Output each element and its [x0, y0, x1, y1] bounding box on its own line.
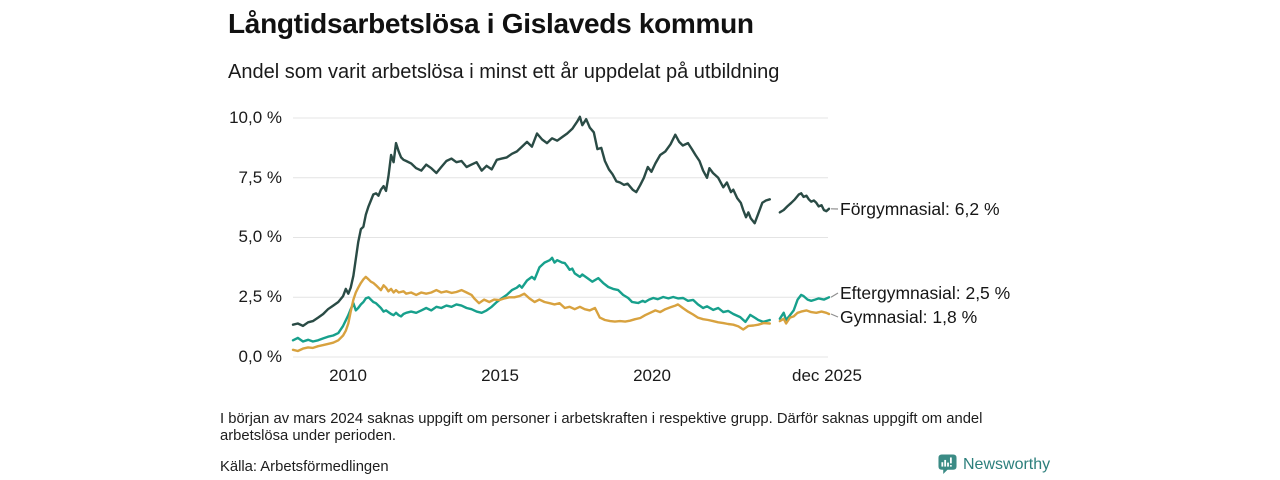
x-axis-tick-label: 2010: [329, 366, 367, 385]
series-line-gymnasial: [291, 275, 771, 353]
page-subtitle: Andel som varit arbetslösa i minst ett å…: [228, 61, 780, 83]
x-axis-tick-label: 2015: [481, 366, 519, 385]
y-axis-tick-label: 10,0 %: [229, 108, 282, 127]
series-line-eftergymnasial: [778, 293, 831, 322]
series-line-förgymnasial: [291, 115, 771, 328]
x-axis-tick-label: dec 2025: [792, 366, 862, 385]
brand-link[interactable]: Newsworthy: [938, 454, 1050, 475]
series-label-connector: [830, 292, 839, 298]
series-label-eftergymnasial: Eftergymnasial: 2,5 %: [840, 283, 1011, 303]
y-axis-tick-label: 5,0 %: [238, 227, 282, 246]
brand-name: Newsworthy: [963, 455, 1051, 473]
y-axis-tick-label: 2,5 %: [238, 287, 282, 306]
series-line-eftergymnasial: [291, 256, 771, 343]
series-label-connector: [830, 313, 839, 318]
y-axis-tick-label: 0,0 %: [238, 347, 282, 366]
series-line-gymnasial: [778, 309, 831, 325]
series-label-gymnasial: Gymnasial: 1,8 %: [840, 307, 978, 327]
y-axis-tick-label: 7,5 %: [238, 168, 282, 187]
x-axis-tick-label: 2020: [633, 366, 671, 385]
newsworthy-logo-icon: [938, 454, 957, 475]
page-title: Långtidsarbetslösa i Gislaveds kommun: [228, 8, 754, 39]
series-line-förgymnasial: [778, 192, 831, 214]
series-label-forgymnasial: Förgymnasial: 6,2 %: [840, 199, 1000, 219]
source-label: Källa: Arbetsförmedlingen: [220, 459, 389, 475]
footnote: I början av mars 2024 saknas uppgift om …: [220, 411, 983, 444]
